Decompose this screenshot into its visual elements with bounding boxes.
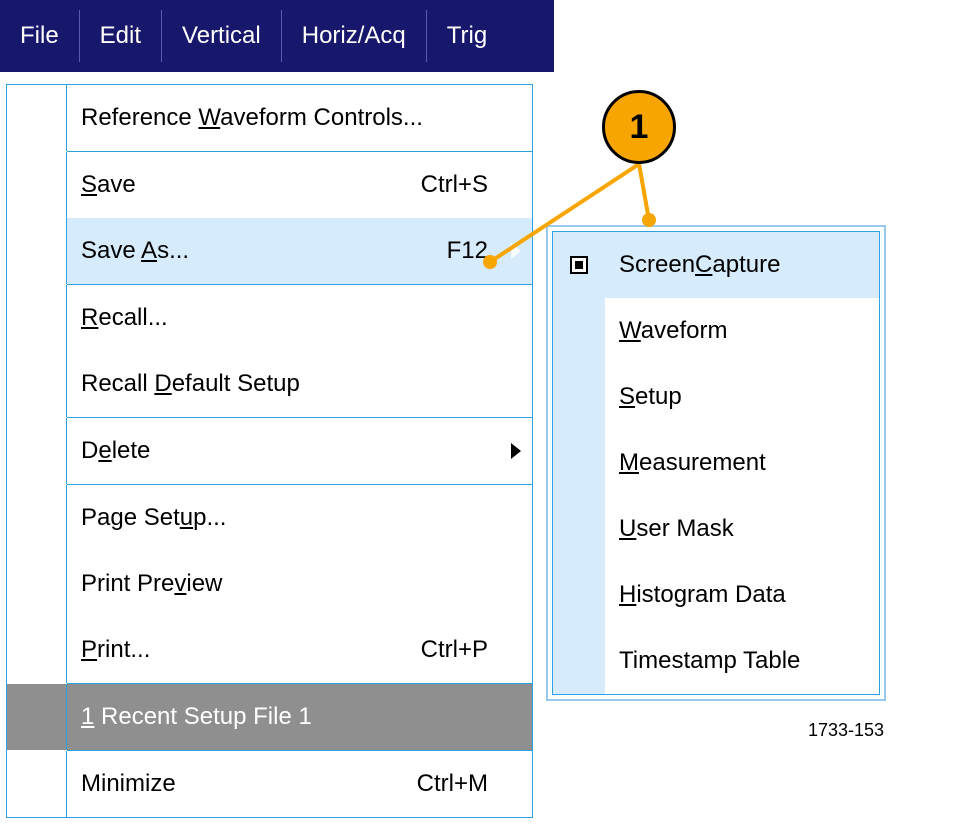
submenu-item[interactable]: Measurement — [553, 430, 879, 496]
menu-item-label: Page Setup... — [67, 504, 488, 532]
menu-item[interactable]: MinimizeCtrl+M — [7, 751, 532, 817]
menu-item[interactable]: Recall Default Setup — [7, 351, 532, 417]
menu-item-icon-cell — [7, 351, 67, 417]
menu-item-icon-cell — [7, 617, 67, 683]
figure-reference: 1733-153 — [808, 720, 884, 741]
menu-item-shortcut: Ctrl+S — [421, 171, 506, 199]
submenu-arrow-icon — [506, 243, 532, 259]
menu-item-icon-cell — [7, 418, 67, 484]
submenu-item-label: Waveform — [605, 317, 879, 345]
menu-item-icon-cell — [7, 85, 67, 151]
menu-item-icon-cell — [7, 285, 67, 351]
menu-item-label: Save — [67, 171, 421, 199]
submenu-item-icon-cell — [553, 562, 605, 628]
submenu-item[interactable]: Setup — [553, 364, 879, 430]
save-as-submenu: Screen Capture Waveform Setup Measurement Us… — [546, 225, 886, 701]
menu-item-icon-cell — [7, 218, 67, 284]
menu-edit[interactable]: Edit — [80, 0, 161, 72]
callout-badge-1: 1 — [602, 90, 676, 164]
menu-item[interactable]: Delete — [7, 418, 532, 484]
submenu-item-icon-cell — [553, 430, 605, 496]
submenu-item-label: Timestamp Table — [605, 647, 879, 675]
menu-item-shortcut: Ctrl+P — [421, 636, 506, 664]
menu-item[interactable]: Reference Waveform Controls... — [7, 85, 532, 151]
submenu-item-label: Setup — [605, 383, 879, 411]
menu-item[interactable]: Page Setup... — [7, 485, 532, 551]
menu-horiz-acq[interactable]: Horiz/Acq — [282, 0, 426, 72]
submenu-item[interactable]: Timestamp Table — [553, 628, 879, 694]
menu-item[interactable]: Print...Ctrl+P — [7, 617, 532, 683]
menu-item-label: Recall Default Setup — [67, 370, 488, 398]
menu-item[interactable]: Save As...F12 — [7, 218, 532, 284]
submenu-item[interactable]: Waveform — [553, 298, 879, 364]
submenu-item-icon-cell — [553, 232, 605, 298]
menu-item[interactable]: SaveCtrl+S — [7, 152, 532, 218]
menu-item-label: Print Preview — [67, 570, 488, 598]
submenu-item-label: User Mask — [605, 515, 879, 543]
submenu-item-label: Measurement — [605, 449, 879, 477]
menu-item-label: 1 Recent Setup File 1 — [67, 703, 488, 731]
menu-item-shortcut: F12 — [447, 237, 506, 265]
submenu-item-label: Histogram Data — [605, 581, 879, 609]
menu-vertical[interactable]: Vertical — [162, 0, 281, 72]
submenu-item-icon-cell — [553, 364, 605, 430]
menu-item-label: Save As... — [67, 237, 447, 265]
menu-item-icon-cell — [7, 551, 67, 617]
submenu-item[interactable]: Screen Capture — [553, 232, 879, 298]
submenu-item-icon-cell — [553, 298, 605, 364]
check-icon — [570, 256, 588, 274]
menu-item-shortcut: Ctrl+M — [417, 770, 506, 798]
submenu-item-icon-cell — [553, 496, 605, 562]
menu-item-label: Print... — [67, 636, 421, 664]
menu-item-label: Reference Waveform Controls... — [67, 104, 488, 132]
submenu-arrow-icon — [506, 443, 532, 459]
submenu-item[interactable]: User Mask — [553, 496, 879, 562]
menu-item[interactable]: Print Preview — [7, 551, 532, 617]
menubar: File Edit Vertical Horiz/Acq Trig — [0, 0, 554, 72]
menu-item-icon-cell — [7, 485, 67, 551]
submenu-item[interactable]: Histogram Data — [553, 562, 879, 628]
menu-item-icon-cell — [7, 751, 67, 817]
file-menu-dropdown: Reference Waveform Controls... SaveCtrl+S… — [6, 84, 533, 818]
submenu-item-icon-cell — [553, 628, 605, 694]
menu-item-icon-cell — [7, 152, 67, 218]
menu-item-label: Recall... — [67, 304, 488, 332]
menu-item-label: Minimize — [67, 770, 417, 798]
submenu-item-label: Screen Capture — [605, 232, 879, 298]
menu-item-label: Delete — [67, 437, 488, 465]
menu-item-icon-cell — [7, 684, 67, 750]
menu-item[interactable]: Recall... — [7, 285, 532, 351]
menu-file[interactable]: File — [0, 0, 79, 72]
menu-trig[interactable]: Trig — [427, 0, 507, 72]
menu-item[interactable]: 1 Recent Setup File 1 — [7, 684, 532, 750]
